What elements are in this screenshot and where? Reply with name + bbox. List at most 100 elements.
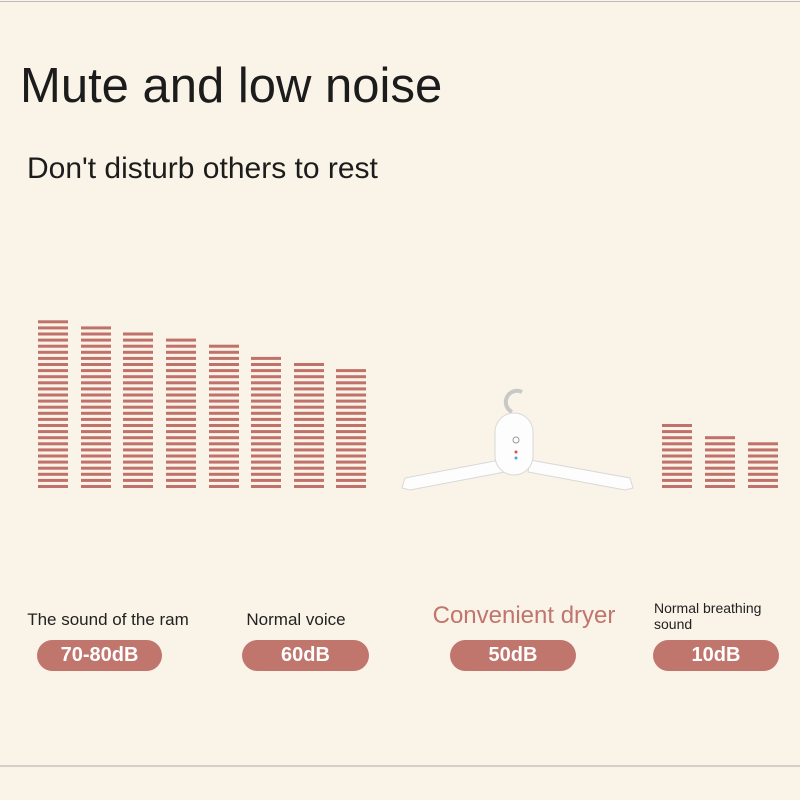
bar-stripe [123, 387, 153, 391]
level-pill: 10dB [653, 640, 779, 671]
bar-stripe [748, 442, 778, 446]
bar-stripe [251, 424, 281, 427]
bar-stripe [336, 485, 366, 488]
bar-stripe [209, 399, 239, 403]
bar-stripe [336, 478, 366, 482]
bar-stripe [336, 454, 366, 458]
bar-stripe [38, 399, 68, 403]
bar-stripe [705, 442, 735, 446]
bar-stripe [123, 472, 153, 476]
bar-stripe [81, 350, 111, 354]
bar-stripe [166, 485, 196, 488]
item-label: Convenient dryer [432, 602, 616, 629]
bar-stripe [123, 399, 153, 403]
bar-stripe [705, 448, 735, 452]
bar-stripe [81, 478, 111, 482]
bar-stripe [662, 436, 692, 440]
bar-stripe [294, 405, 324, 409]
bar-stripe [209, 393, 239, 397]
bar-stripe [38, 466, 68, 470]
bar-stripe [38, 338, 68, 342]
bar-stripe [38, 393, 68, 397]
bar-stripe [294, 369, 324, 373]
bar-stripe [166, 399, 196, 403]
subtitle: Don't disturb others to rest [27, 152, 378, 185]
bar-stripe [209, 411, 239, 415]
bar-stripe [123, 332, 153, 336]
bar-stripe [251, 485, 281, 488]
bar-stripe [251, 472, 281, 476]
bar-stripe [294, 448, 324, 452]
bar-stripe [209, 442, 239, 446]
bar-stripe [166, 454, 196, 458]
bar-stripe [123, 485, 153, 488]
bar-stripe [336, 375, 366, 379]
bar-stripe [662, 472, 692, 476]
bar-stripe [209, 430, 239, 434]
bar-stripe [748, 485, 778, 488]
bar-stripe [251, 448, 281, 452]
bar-stripe [81, 485, 111, 488]
bar-stripe [38, 344, 68, 348]
bar-stripe [705, 485, 735, 488]
bar-stripe [209, 424, 239, 427]
bar-stripe [336, 448, 366, 452]
bar-stripe [123, 417, 153, 421]
bar-stripe [294, 472, 324, 476]
bar-stripe [38, 424, 68, 427]
bar-stripe [336, 387, 366, 391]
bar-stripe [38, 326, 68, 330]
bar-stripe [209, 472, 239, 476]
bar-stripe [748, 466, 778, 470]
bar-stripe [251, 393, 281, 397]
bar-stripe [705, 436, 735, 440]
bar-stripe [209, 356, 239, 360]
bar-stripe [166, 405, 196, 409]
bar-stripe [251, 356, 281, 360]
bar-stripe [336, 460, 366, 464]
bar-stripe [38, 442, 68, 446]
bar-stripe [209, 466, 239, 470]
bar-stripe [123, 430, 153, 434]
bar-stripe [294, 436, 324, 440]
bar-stripe [38, 436, 68, 440]
bar-stripe [123, 350, 153, 354]
bar-stripe [81, 466, 111, 470]
bar-stripe [294, 387, 324, 391]
bar-stripe [123, 338, 153, 342]
bar-stripe [294, 424, 324, 427]
bar-stripe [123, 460, 153, 464]
bar-stripe [166, 478, 196, 482]
bar-stripe [336, 411, 366, 415]
bar-stripe [209, 387, 239, 391]
level-pill: 50dB [450, 640, 576, 671]
bar-stripe [662, 485, 692, 488]
bar-stripe [123, 405, 153, 409]
bar-stripe [251, 399, 281, 403]
bar-stripe [294, 399, 324, 403]
bar-stripe [336, 472, 366, 476]
bar-stripe [336, 399, 366, 403]
bar-stripe [123, 442, 153, 446]
bar-stripe [123, 466, 153, 470]
bar-stripe [81, 356, 111, 360]
bar-stripe [336, 424, 366, 427]
bar-stripe [662, 460, 692, 464]
bar-stripe [38, 405, 68, 409]
bar-stripe [336, 369, 366, 373]
bar-stripe [166, 436, 196, 440]
bar-stripe [123, 356, 153, 360]
bar-stripe [81, 399, 111, 403]
bar-stripe [38, 411, 68, 415]
bar-stripe [81, 326, 111, 330]
bar-stripe [336, 442, 366, 446]
bar-stripe [81, 442, 111, 446]
bar-stripe [209, 436, 239, 440]
bar-stripe [209, 344, 239, 348]
bar-stripe [123, 454, 153, 458]
hanger [401, 388, 634, 491]
bar-stripe [251, 430, 281, 434]
bar-stripe [38, 448, 68, 452]
bar-stripe [251, 369, 281, 373]
